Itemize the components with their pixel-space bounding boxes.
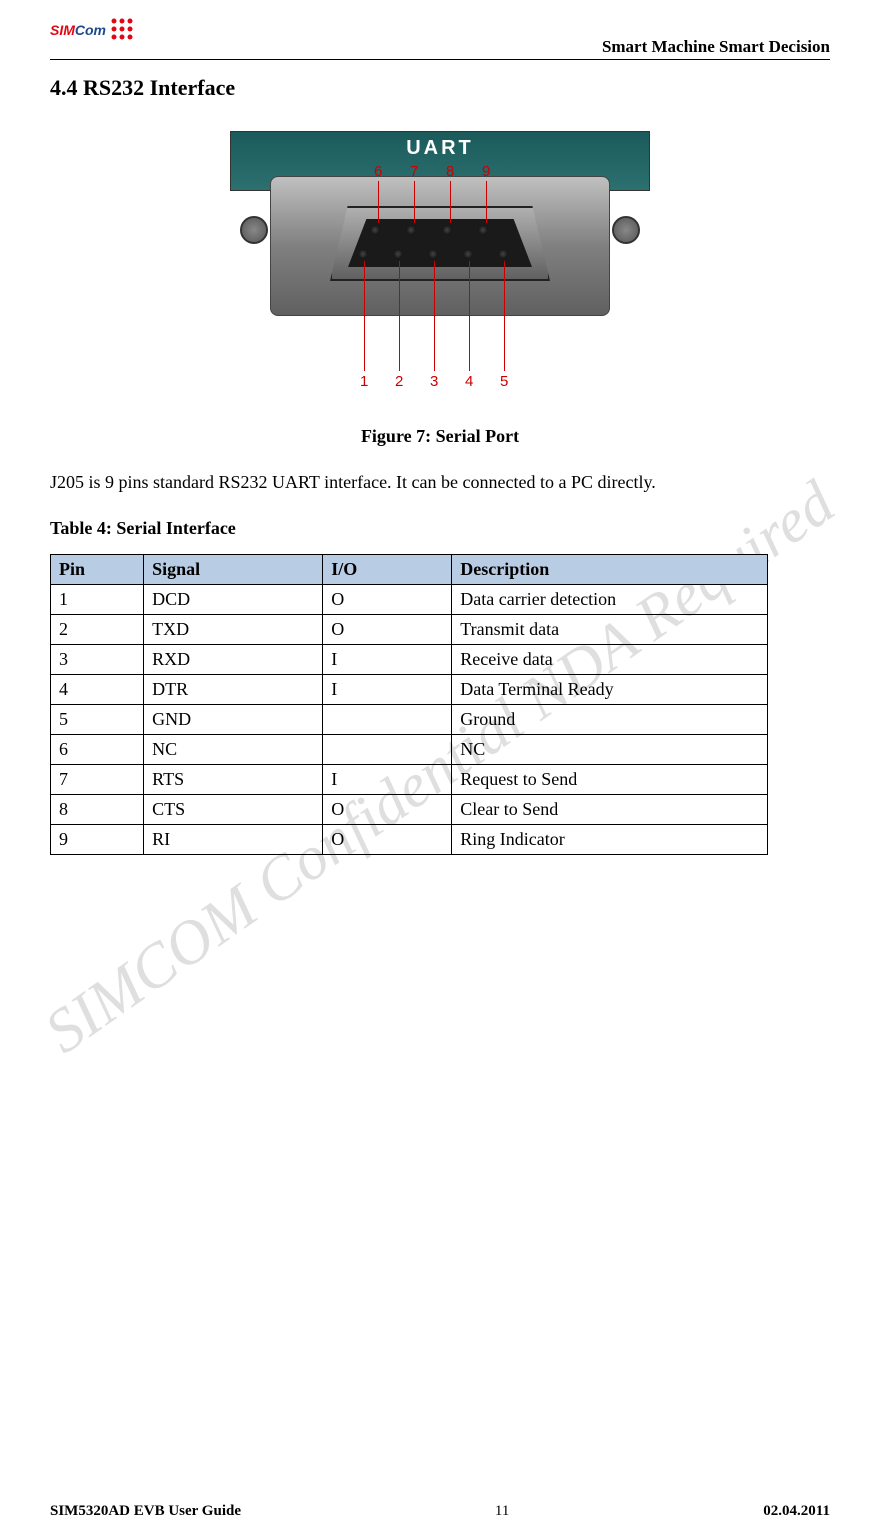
pin-hole-icon: [358, 249, 368, 259]
table-row: 2TXDOTransmit data: [51, 615, 768, 645]
footer-left: SIM5320AD EVB User Guide: [50, 1503, 241, 1520]
pin-label-4: 4: [465, 373, 473, 390]
table-cell: GND: [144, 705, 323, 735]
pin-line: [414, 181, 415, 223]
table-cell: CTS: [144, 795, 323, 825]
pin-line: [486, 181, 487, 223]
table-cell: Transmit data: [452, 615, 767, 645]
table-cell: Data Terminal Ready: [452, 675, 767, 705]
table-title: Table 4: Serial Interface: [50, 518, 830, 539]
page-footer: SIM5320AD EVB User Guide 11 02.04.2011: [50, 1503, 830, 1520]
table-cell: Data carrier detection: [452, 585, 767, 615]
body-paragraph: J205 is 9 pins standard RS232 UART inter…: [50, 472, 830, 493]
pin-label-5: 5: [500, 373, 508, 390]
pin-hole-icon: [478, 225, 488, 235]
pin-label-1: 1: [360, 373, 368, 390]
table-cell: 5: [51, 705, 144, 735]
table-cell: 9: [51, 825, 144, 855]
pin-line: [469, 261, 470, 371]
uart-board-label: UART: [406, 137, 474, 160]
figure-caption: Figure 7: Serial Port: [50, 426, 830, 447]
table-cell: 3: [51, 645, 144, 675]
table-cell: 2: [51, 615, 144, 645]
db9-inner: [348, 219, 532, 267]
serial-interface-table: Pin Signal I/O Description 1DCDOData car…: [50, 554, 768, 855]
footer-date: 02.04.2011: [763, 1503, 830, 1520]
table-cell: [323, 735, 452, 765]
table-cell: 4: [51, 675, 144, 705]
simcom-logo: SIMCom: [50, 15, 140, 47]
pin-line: [450, 181, 451, 223]
section-title: 4.4 RS232 Interface: [50, 75, 830, 101]
pin-line: [399, 261, 400, 371]
table-row: 8CTSOClear to Send: [51, 795, 768, 825]
table-cell: RTS: [144, 765, 323, 795]
pin-label-6: 6: [374, 163, 382, 180]
table-row: 7RTSIRequest to Send: [51, 765, 768, 795]
pin-hole-icon: [498, 249, 508, 259]
pin-hole-icon: [442, 225, 452, 235]
pin-line: [504, 261, 505, 371]
table-row: 4DTRIData Terminal Ready: [51, 675, 768, 705]
table-header-row: Pin Signal I/O Description: [51, 555, 768, 585]
logo-dots-icon: [108, 15, 140, 47]
table-cell: I: [323, 645, 452, 675]
table-cell: O: [323, 585, 452, 615]
pin-line: [378, 181, 379, 223]
table-header-pin: Pin: [51, 555, 144, 585]
pin-label-8: 8: [446, 163, 454, 180]
table-cell: NC: [144, 735, 323, 765]
pin-label-3: 3: [430, 373, 438, 390]
pin-hole-icon: [428, 249, 438, 259]
table-cell: NC: [452, 735, 767, 765]
table-cell: 7: [51, 765, 144, 795]
table-cell: RI: [144, 825, 323, 855]
table-row: 6NCNC: [51, 735, 768, 765]
table-cell: Ground: [452, 705, 767, 735]
pin-hole-icon: [406, 225, 416, 235]
pin-hole-icon: [393, 249, 403, 259]
table-cell: TXD: [144, 615, 323, 645]
footer-page-number: 11: [495, 1503, 509, 1520]
table-cell: 8: [51, 795, 144, 825]
pin-hole-icon: [463, 249, 473, 259]
table-cell: RXD: [144, 645, 323, 675]
table-header-io: I/O: [323, 555, 452, 585]
table-cell: 6: [51, 735, 144, 765]
table-cell: 1: [51, 585, 144, 615]
screw-right-icon: [612, 216, 640, 244]
pin-label-9: 9: [482, 163, 490, 180]
figure-container: UART: [50, 131, 830, 447]
table-row: 9RIORing Indicator: [51, 825, 768, 855]
table-cell: I: [323, 675, 452, 705]
serial-port-figure: UART: [230, 131, 650, 411]
pin-line: [364, 261, 365, 371]
table-row: 5GND Ground: [51, 705, 768, 735]
pin-label-2: 2: [395, 373, 403, 390]
logo-text-sim: SIM: [50, 22, 75, 38]
table-cell: DTR: [144, 675, 323, 705]
logo-text-com: Com: [75, 22, 106, 38]
header-tagline: Smart Machine Smart Decision: [602, 15, 830, 57]
table-cell: O: [323, 825, 452, 855]
table-cell: O: [323, 795, 452, 825]
pin-label-7: 7: [410, 163, 418, 180]
table-row: 3RXDIReceive data: [51, 645, 768, 675]
screw-left-icon: [240, 216, 268, 244]
table-cell: Clear to Send: [452, 795, 767, 825]
table-row: 1DCDOData carrier detection: [51, 585, 768, 615]
table-cell: [323, 705, 452, 735]
table-cell: Request to Send: [452, 765, 767, 795]
page-header: SIMCom Smart Machine Smart Decision: [50, 15, 830, 60]
pin-hole-icon: [370, 225, 380, 235]
table-cell: Ring Indicator: [452, 825, 767, 855]
table-cell: O: [323, 615, 452, 645]
table-cell: I: [323, 765, 452, 795]
table-cell: Receive data: [452, 645, 767, 675]
table-cell: DCD: [144, 585, 323, 615]
table-header-signal: Signal: [144, 555, 323, 585]
table-header-description: Description: [452, 555, 767, 585]
pin-line: [434, 261, 435, 371]
